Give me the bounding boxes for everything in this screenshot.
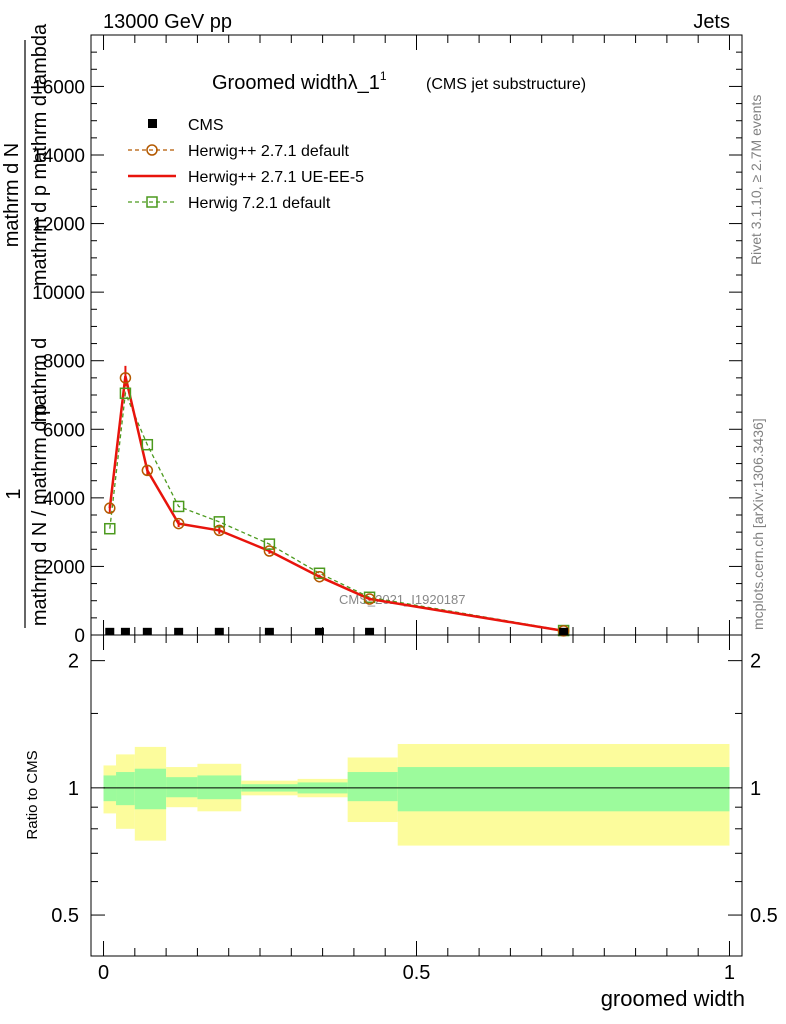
ratio-y-tick-label: 1 [68, 778, 79, 800]
main-y-tick-label: 10000 [32, 283, 85, 304]
series-marker-cms [174, 627, 184, 635]
ratio-bands-layer [103, 743, 730, 846]
legend: CMS Herwig++ 2.7.1 default Herwig++ 2.7.… [128, 117, 364, 212]
x-tick-label: 1 [724, 962, 735, 984]
main-title: Groomed widthλ_11 [212, 69, 387, 94]
ratio-x-axis: 0 0.5 1 [98, 635, 735, 984]
series-line-herwigpp-ueee5 [108, 375, 564, 633]
ratio-y-tick-label-right: 0.5 [750, 905, 778, 927]
ylabel-one: 1 [3, 488, 25, 499]
ylabel-top: mathrm d N [1, 143, 23, 247]
main-series-layer [104, 365, 570, 637]
series-marker-herwig721 [213, 516, 226, 528]
legend-marker-cms [148, 119, 157, 128]
main-y-tick-label: 6000 [43, 420, 85, 441]
ratio-y-axis: 0.5 0.5 1 1 2 2 [51, 651, 778, 927]
ratio-band-inner [347, 772, 398, 802]
legend-label-cms: CMS [188, 117, 224, 134]
main-y-tick-label: 4000 [43, 489, 85, 510]
series-marker-herwigpp-default [263, 545, 276, 557]
series-marker-herwigpp-default [104, 502, 116, 514]
series-marker-herwig721 [104, 522, 116, 535]
x-axis-label: groomed width [601, 986, 745, 1011]
main-y-tick-label: 16000 [32, 77, 85, 98]
ratio-band-inner [197, 775, 242, 800]
series-marker-herwigpp-default [141, 464, 154, 477]
main-y-tick-label: 2000 [43, 557, 85, 578]
rivet-label: Rivet 3.1.10, ≥ 2.7M events [748, 95, 764, 265]
series-marker-herwig721 [141, 438, 154, 451]
series-marker-herwig721 [119, 387, 132, 400]
x-tick-label: 0 [98, 962, 109, 984]
series-marker-cms [559, 627, 569, 635]
main-subtitle: (CMS jet substructure) [426, 76, 586, 93]
series-marker-herwigpp-default [213, 524, 226, 537]
series-marker-herwig721 [313, 567, 326, 580]
legend-entry-herwigpp-default: Herwig++ 2.7.1 default [128, 143, 350, 160]
legend-label-herwigpp-default: Herwig++ 2.7.1 default [188, 143, 350, 160]
ratio-y-tick-label-right: 2 [750, 651, 761, 673]
main-x-ticks [103, 35, 730, 635]
mcplots-label: mcplots.cern.ch [arXiv:1306.3436] [750, 418, 766, 630]
ratio-band-inner [116, 772, 135, 806]
series-marker-cms [365, 627, 375, 635]
ylabel-bottom: mathrm d N / mathrm d p [29, 404, 51, 626]
series-marker-cms [314, 627, 324, 635]
main-title-text: Groomed widthλ_1 [212, 72, 380, 94]
legend-label-herwig721: Herwig 7.2.1 default [188, 195, 331, 212]
series-marker-cms [264, 627, 274, 635]
legend-marker-herwigpp-default [146, 144, 158, 156]
ratio-y-tick-label: 0.5 [51, 905, 79, 927]
series-marker-herwigpp-default [363, 593, 376, 605]
process-label: Jets [693, 11, 730, 33]
legend-entry-cms: CMS [148, 117, 224, 134]
legend-label-herwigpp-ueee5: Herwig++ 2.7.1 UE-EE-5 [188, 169, 364, 186]
main-y-tick-label: 14000 [32, 146, 85, 167]
series-marker-cms [214, 627, 224, 635]
series-marker-herwigpp-default [313, 570, 326, 583]
x-tick-label: 0.5 [403, 962, 431, 984]
ratio-band-inner [166, 777, 198, 798]
ratio-band-inner [397, 767, 730, 812]
ratio-ylabel: Ratio to CMS [24, 750, 41, 839]
main-y-tick-label: 0 [74, 626, 85, 647]
legend-marker-herwig721 [146, 196, 158, 208]
energy-label: 13000 GeV pp [103, 11, 232, 33]
series-marker-herwigpp-default [557, 625, 570, 637]
main-y-tick-label: 12000 [32, 215, 85, 236]
ratio-band-inner [134, 768, 167, 810]
series-marker-herwigpp-default [119, 372, 132, 384]
series-marker-cms [120, 627, 130, 635]
ratio-y-tick-label-right: 1 [750, 778, 761, 800]
main-y-tick-label: 8000 [43, 352, 85, 373]
ratio-y-tick-label: 2 [68, 651, 79, 673]
main-y-axis: 0 2000 4000 6000 8000 10000 12000 14000 16000 [32, 34, 742, 647]
legend-entry-herwig721: Herwig 7.2.1 default [128, 195, 331, 212]
ylabel-denom: mathrm d p mathrm d lambda [29, 23, 51, 286]
main-panel: 0 2000 4000 6000 8000 10000 12000 14000 16000 Gr… [1, 23, 743, 647]
series-marker-cms [105, 627, 115, 635]
series-marker-herwigpp-default [172, 517, 185, 530]
series-marker-herwig721 [172, 500, 185, 513]
legend-entry-herwigpp-ueee5: Herwig++ 2.7.1 UE-EE-5 [128, 169, 364, 186]
series-marker-cms [142, 627, 152, 635]
series-marker-herwig721 [263, 538, 276, 550]
ratio-panel: 0.5 0.51 12 2 0 0.5 1 Ratio to CMS groomed wi… [24, 634, 778, 1011]
main-title-sup: 1 [380, 69, 387, 83]
ylabel-numer: mathrm d [29, 338, 51, 422]
